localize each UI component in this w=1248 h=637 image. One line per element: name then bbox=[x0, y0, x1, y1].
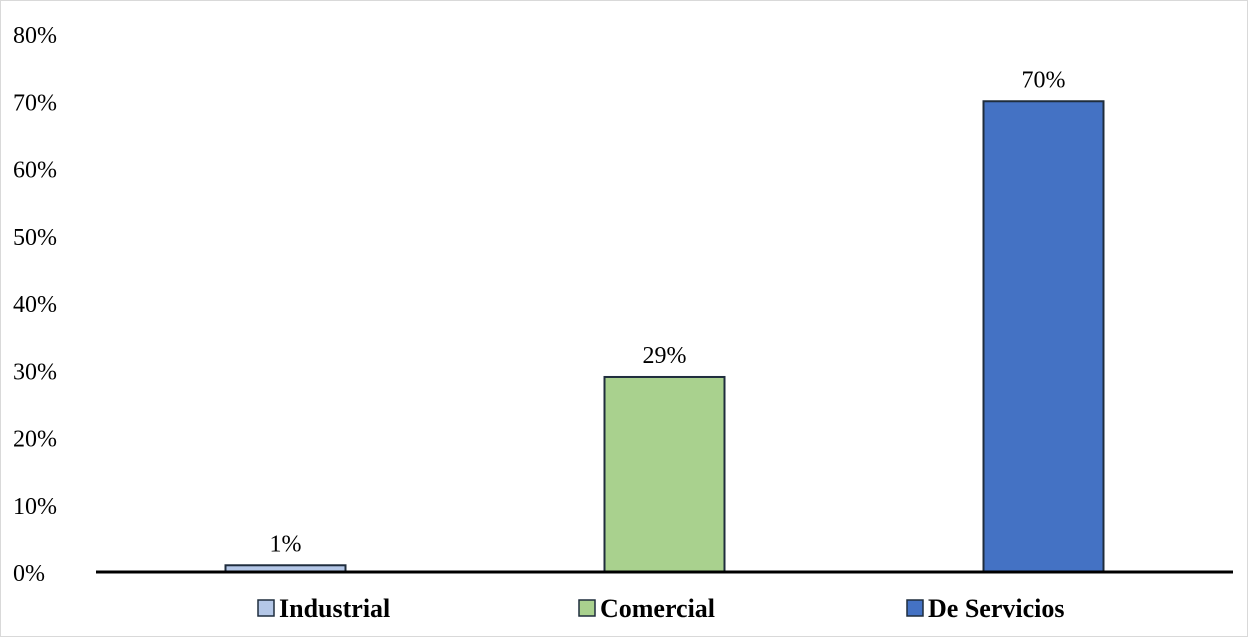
legend-swatch-de-servicios bbox=[906, 599, 924, 617]
y-tick-label: 70% bbox=[13, 90, 57, 116]
data-labels: 1% 29% 70% bbox=[270, 67, 1066, 557]
legend-swatch-industrial bbox=[257, 599, 275, 617]
y-tick-label: 60% bbox=[13, 158, 57, 184]
y-tick-label: 30% bbox=[13, 359, 57, 385]
y-tick-label: 20% bbox=[13, 427, 57, 453]
data-label-comercial: 29% bbox=[643, 343, 687, 369]
y-tick-label: 40% bbox=[13, 292, 57, 318]
data-label-de-servicios: 70% bbox=[1022, 67, 1066, 93]
legend: Industrial Comercial De Servicios bbox=[257, 594, 1064, 623]
bar-de-servicios bbox=[982, 100, 1105, 573]
data-label-industrial: 1% bbox=[270, 531, 302, 557]
y-tick-label: 50% bbox=[13, 225, 57, 251]
y-tick-label: 10% bbox=[13, 494, 57, 520]
legend-swatch-comercial bbox=[578, 599, 596, 617]
y-axis-ticks: 0% 10% 20% 30% 40% 50% 60% 70% 80% bbox=[13, 23, 57, 587]
legend-label-de-servicios: De Servicios bbox=[928, 594, 1064, 623]
legend-label-industrial: Industrial bbox=[279, 594, 390, 623]
y-tick-label: 80% bbox=[13, 23, 57, 49]
bar-comercial bbox=[603, 375, 726, 573]
bars bbox=[224, 100, 1105, 574]
legend-label-comercial: Comercial bbox=[600, 594, 715, 623]
y-tick-label: 0% bbox=[13, 561, 45, 587]
